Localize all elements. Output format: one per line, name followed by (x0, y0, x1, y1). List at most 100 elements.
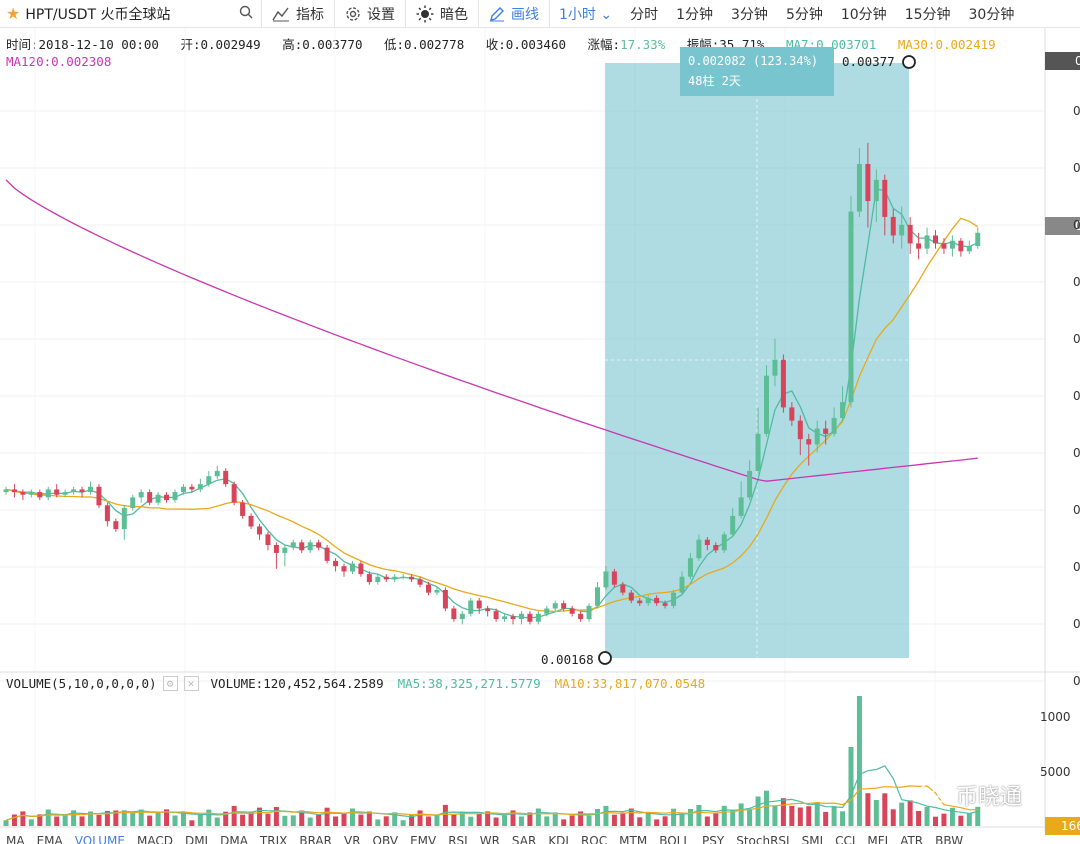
volume-bar (713, 813, 719, 826)
candle-body (62, 492, 68, 495)
candle-body (924, 235, 930, 249)
settings-button[interactable]: 设置 (335, 0, 406, 27)
interval-3[interactable]: 3分钟 (731, 6, 768, 23)
volume-bar (535, 808, 541, 826)
interval-5[interactable]: 10分钟 (840, 6, 887, 23)
interval-0[interactable]: 1小时 ⌄ (559, 6, 613, 23)
volume-bar (349, 808, 355, 826)
price-axis-tick: 0 (1073, 104, 1080, 118)
candle-body (248, 515, 254, 527)
interval-1[interactable]: 分时 (630, 6, 659, 23)
indicator-tab-dmi[interactable]: DMI (184, 834, 209, 844)
indicator-tab-kdj[interactable]: KDJ (548, 834, 569, 844)
indicator-tab-sar[interactable]: SAR (511, 834, 537, 844)
volume-bar (147, 815, 153, 826)
measure-high-label: 0.00377 (842, 54, 895, 69)
indicator-tab-roc[interactable]: ROC (580, 834, 608, 844)
indicator-tab-volume[interactable]: VOLUME (74, 834, 125, 844)
volume-bar (814, 802, 820, 826)
measure-range-box (605, 63, 909, 658)
sun-icon (416, 5, 434, 23)
volume-bar (442, 804, 448, 826)
indicator-tab-bbw[interactable]: BBW (935, 834, 964, 844)
volume-bar (189, 820, 195, 826)
volume-bar (958, 815, 964, 826)
indicator-tab-stochrsi[interactable]: StochRSI (736, 834, 790, 844)
draw-line-button[interactable]: 画线 (479, 0, 550, 27)
candle-body (28, 492, 34, 495)
volume-bar (468, 816, 474, 826)
candle-body (206, 476, 212, 485)
volume-bar (730, 810, 736, 826)
candle-body (772, 359, 778, 376)
indicator-tab-ma[interactable]: MA (6, 834, 25, 844)
star-icon[interactable]: ★ (6, 4, 21, 23)
indicator-tab-mtm[interactable]: MTM (619, 834, 648, 844)
interval-2[interactable]: 1分钟 (676, 6, 714, 23)
indicator-tab-atr[interactable]: ATR (900, 834, 924, 844)
indicator-tabs: MA EMA VOLUME MACD DMI DMA TRIX BRAR VR OBV EMV RSI… (0, 832, 1080, 844)
volume-bar (502, 815, 508, 826)
settings-small-icon[interactable]: ⚙ (162, 676, 178, 691)
indicator-tab-boll[interactable]: BOLL (659, 834, 691, 844)
indicator-tab-ema[interactable]: EMA (36, 834, 63, 844)
volume-bar (223, 811, 229, 826)
indicator-tab-emv[interactable]: EMV (410, 834, 437, 844)
candle-body (88, 486, 93, 493)
volume-bar (561, 819, 567, 826)
candle-body (138, 492, 144, 498)
search-icon[interactable] (239, 5, 253, 23)
indicator-tab-vr[interactable]: VR (343, 834, 361, 844)
volume-bar (654, 819, 660, 826)
volume-bar (780, 798, 786, 826)
indicator-tab-trix[interactable]: TRIX (259, 834, 288, 844)
candle-body (899, 224, 905, 236)
volume-bar (662, 816, 668, 826)
volume-bar (358, 814, 364, 826)
candle-body (907, 224, 913, 244)
candle-body (603, 571, 609, 588)
indicator-tab-rsi[interactable]: RSI (448, 834, 468, 844)
volume-bar (671, 808, 677, 826)
candle-body (747, 470, 753, 498)
volume-bar (747, 809, 753, 826)
price-axis-tick: 0 (1073, 161, 1080, 175)
indicator-tab-mfi[interactable]: MFI (867, 834, 889, 844)
interval-4[interactable]: 5分钟 (785, 6, 823, 23)
candle-body (71, 489, 77, 493)
candle-body (730, 515, 736, 535)
dark-mode-button[interactable]: 暗色 (406, 0, 479, 27)
indicator-tab-cci[interactable]: CCI (835, 834, 856, 844)
close-icon[interactable]: ✕ (183, 676, 199, 691)
indicator-tab-brar[interactable]: BRAR (299, 834, 332, 844)
candle-body (569, 608, 575, 614)
volume-bar (299, 810, 305, 826)
candle-body (392, 576, 398, 580)
candle-body (468, 600, 474, 614)
volume-bar (755, 796, 761, 826)
volume-bar (899, 802, 905, 826)
indicator-button[interactable]: 指标 (262, 0, 335, 27)
candle-body (941, 243, 947, 249)
candle-body (882, 179, 888, 217)
volume-bar (485, 811, 491, 826)
indicator-tab-macd[interactable]: MACD (136, 834, 173, 844)
price-axis-tick: 0 (1073, 218, 1080, 232)
interval-7[interactable]: 30分钟 (968, 6, 1015, 23)
candle-body (324, 547, 330, 561)
candle-body (637, 600, 643, 604)
symbol-selector[interactable]: ★ HPT/USDT 火币全球站 (0, 0, 262, 27)
interval-selector: 1小时 ⌄ 分时 1分钟 3分钟 5分钟 10分钟 15分钟 30分钟 (550, 0, 1023, 27)
indicator-tab-wr[interactable]: WR (479, 834, 500, 844)
candle-body (113, 521, 119, 530)
interval-6[interactable]: 15分钟 (904, 6, 951, 23)
indicator-icon (272, 6, 290, 22)
indicator-tab-dma[interactable]: DMA (220, 834, 248, 844)
indicator-tab-psy[interactable]: PSY (702, 834, 725, 844)
indicator-tab-smi[interactable]: SMI (801, 834, 824, 844)
info-ma30: MA30:0.002419 (897, 37, 996, 52)
indicator-tab-obv[interactable]: OBV (372, 834, 399, 844)
candle-body (20, 492, 26, 495)
candle-body (147, 492, 153, 503)
